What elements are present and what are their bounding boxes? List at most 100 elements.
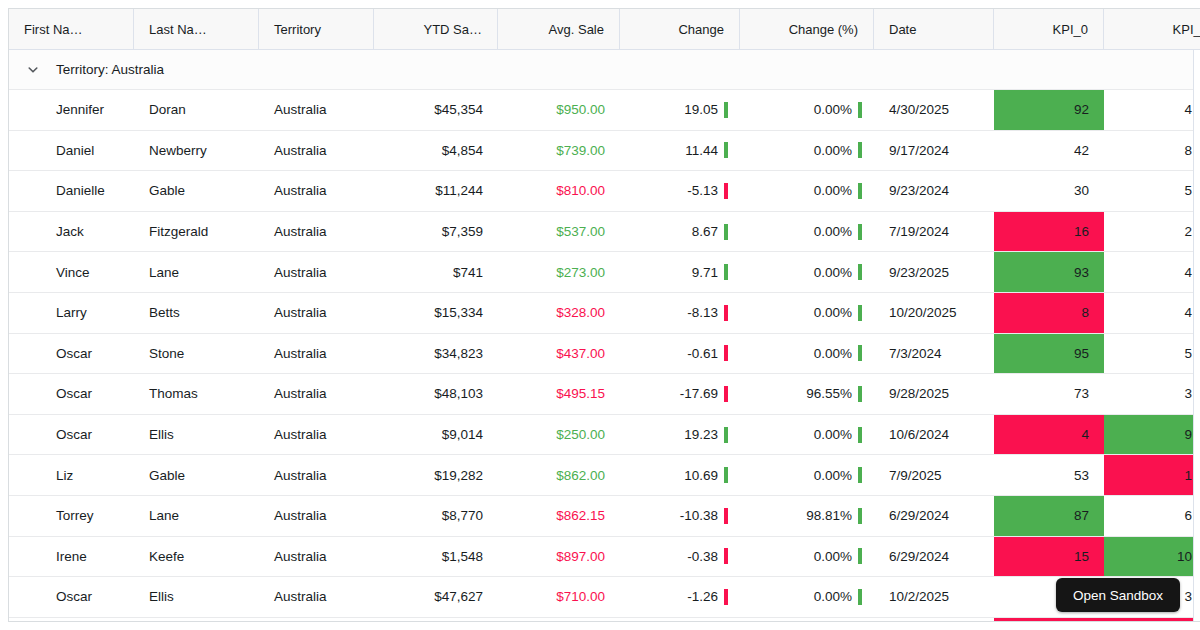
cell-date[interactable]: 7/9/2025 [874, 455, 994, 495]
cell-last-name[interactable]: Keefe [134, 537, 259, 577]
cell-territory[interactable]: Australia [259, 334, 374, 374]
cell-avg-sale[interactable]: $437.00 [498, 334, 620, 374]
cell-change-pct[interactable]: 0.00% [740, 455, 874, 495]
column-header[interactable]: Avg. Sale [498, 9, 620, 49]
cell-date[interactable]: 9/23/2025 [874, 252, 994, 292]
cell-first-name[interactable]: Danielle [9, 171, 134, 211]
cell-first-name[interactable]: Oscar [9, 415, 134, 455]
cell-change-pct[interactable]: 98.81% [740, 496, 874, 536]
cell-change[interactable]: -17.69 [620, 374, 740, 414]
cell-avg-sale[interactable]: $537.00 [498, 212, 620, 252]
cell-change-pct[interactable]: 0.00% [740, 131, 874, 171]
cell-avg-sale[interactable]: $710.00 [498, 577, 620, 617]
cell-first-name[interactable]: Daniel [9, 131, 134, 171]
column-header[interactable]: Territory [259, 9, 374, 49]
cell-ytd-sales[interactable]: $45,354 [374, 90, 498, 130]
cell-kpi1[interactable]: 9 [1104, 415, 1193, 455]
column-header[interactable]: Change (%) [740, 9, 874, 49]
cell-kpi0[interactable]: 87 [994, 496, 1104, 536]
table-row[interactable]: Daniel Newberry Australia $4,854 $739.00… [9, 131, 1193, 172]
table-row[interactable]: Jack Fitzgerald Australia $7,359 $537.00… [9, 212, 1193, 253]
cell-territory[interactable]: Australia [259, 252, 374, 292]
table-row[interactable]: Oscar Ellis Australia $9,014 $250.00 19.… [9, 415, 1193, 456]
cell-kpi1[interactable]: 4 [1104, 293, 1193, 333]
cell-ytd-sales[interactable]: $7,359 [374, 212, 498, 252]
cell-change-pct[interactable]: 0.00% [740, 293, 874, 333]
cell-first-name[interactable]: Oscar [9, 334, 134, 374]
cell-kpi0[interactable]: 16 [994, 212, 1104, 252]
cell-change[interactable]: -0.61 [620, 334, 740, 374]
column-header[interactable]: Last Na… [134, 9, 259, 49]
cell-last-name[interactable]: Newberry [134, 131, 259, 171]
cell-change[interactable]: 19.23 [620, 415, 740, 455]
cell-last-name[interactable]: Fitzgerald [134, 212, 259, 252]
cell-date[interactable]: 6/29/2024 [874, 537, 994, 577]
table-row[interactable]: Oscar Stone Australia $34,823 $437.00 -0… [9, 334, 1193, 375]
cell-change-pct[interactable]: 0.00% [740, 334, 874, 374]
cell-first-name[interactable]: Oscar [9, 577, 134, 617]
cell-kpi1[interactable]: 10 [1104, 537, 1193, 577]
cell-ytd-sales[interactable]: $15,334 [374, 293, 498, 333]
cell-first-name[interactable]: Vince [9, 252, 134, 292]
cell-ytd-sales[interactable]: $741 [374, 252, 498, 292]
cell-change-pct[interactable]: 0.00% [740, 252, 874, 292]
cell-last-name[interactable]: Ellis [134, 577, 259, 617]
open-sandbox-button[interactable]: Open Sandbox [1056, 578, 1180, 612]
cell-ytd-sales[interactable]: $47,627 [374, 577, 498, 617]
cell-date[interactable]: 10/2/2025 [874, 577, 994, 617]
cell-change[interactable]: 10.69 [620, 455, 740, 495]
chevron-down-icon[interactable] [25, 62, 41, 78]
cell-date[interactable]: 9/28/2025 [874, 374, 994, 414]
cell-kpi0[interactable]: 95 [994, 334, 1104, 374]
cell-date[interactable]: 9/23/2024 [874, 171, 994, 211]
cell-kpi0[interactable]: 42 [994, 131, 1104, 171]
cell-change-pct[interactable]: 0.00% [740, 212, 874, 252]
cell-kpi0[interactable]: 8 [994, 293, 1104, 333]
cell-last-name[interactable]: Betts [134, 293, 259, 333]
cell-change-pct[interactable]: 96.55% [740, 374, 874, 414]
cell-ytd-sales[interactable]: $34,823 [374, 334, 498, 374]
cell-kpi0[interactable]: 15 [994, 537, 1104, 577]
cell-change[interactable]: -0.38 [620, 537, 740, 577]
cell-last-name[interactable]: Thomas [134, 374, 259, 414]
cell-kpi1[interactable]: 3 [1104, 374, 1193, 414]
cell-territory[interactable]: Australia [259, 293, 374, 333]
table-row[interactable]: Torrey Lane Australia $8,770 $862.15 -10… [9, 496, 1193, 537]
cell-avg-sale[interactable]: $950.00 [498, 90, 620, 130]
table-row[interactable]: Vince Lane Australia $741 $273.00 9.71 0… [9, 252, 1193, 293]
cell-change[interactable]: -10.38 [620, 496, 740, 536]
table-row[interactable]: Larry Betts Australia $15,334 $328.00 -8… [9, 293, 1193, 334]
table-row[interactable]: Danielle Gable Australia $11,244 $810.00… [9, 171, 1193, 212]
cell-kpi0[interactable]: 93 [994, 252, 1104, 292]
cell-last-name[interactable]: Doran [134, 90, 259, 130]
cell-avg-sale[interactable]: $495.15 [498, 374, 620, 414]
cell-last-name[interactable]: Ellis [134, 415, 259, 455]
cell-last-name[interactable]: Stone [134, 334, 259, 374]
cell-date[interactable]: 7/3/2024 [874, 334, 994, 374]
cell-avg-sale[interactable]: $250.00 [498, 415, 620, 455]
cell-change[interactable]: -1.26 [620, 577, 740, 617]
table-row[interactable]: Irene Keefe Australia $1,548 $897.00 -0.… [9, 537, 1193, 578]
cell-first-name[interactable]: Jack [9, 212, 134, 252]
cell-first-name[interactable]: Oscar [9, 374, 134, 414]
table-row[interactable]: Oscar Thomas Australia $48,103 $495.15 -… [9, 374, 1193, 415]
cell-kpi1[interactable]: 6 [1104, 496, 1193, 536]
cell-last-name[interactable]: Lane [134, 496, 259, 536]
cell-avg-sale[interactable]: $328.00 [498, 293, 620, 333]
group-row[interactable]: Territory: Australia [9, 50, 1193, 90]
cell-change-pct[interactable]: 0.00% [740, 577, 874, 617]
cell-territory[interactable]: Australia [259, 577, 374, 617]
cell-territory[interactable]: Australia [259, 212, 374, 252]
cell-ytd-sales[interactable]: $11,244 [374, 171, 498, 211]
cell-change[interactable]: 9.71 [620, 252, 740, 292]
cell-ytd-sales[interactable]: $4,854 [374, 131, 498, 171]
cell-change[interactable]: -5.13 [620, 171, 740, 211]
cell-change[interactable]: 11.44 [620, 131, 740, 171]
cell-ytd-sales[interactable]: $8,770 [374, 496, 498, 536]
cell-territory[interactable]: Australia [259, 496, 374, 536]
cell-kpi1[interactable]: 5 [1104, 334, 1193, 374]
cell-date[interactable]: 10/20/2025 [874, 293, 994, 333]
cell-change[interactable]: 8.67 [620, 212, 740, 252]
cell-last-name[interactable]: Gable [134, 171, 259, 211]
table-row[interactable]: Jennifer Doran Australia $45,354 $950.00… [9, 90, 1193, 131]
